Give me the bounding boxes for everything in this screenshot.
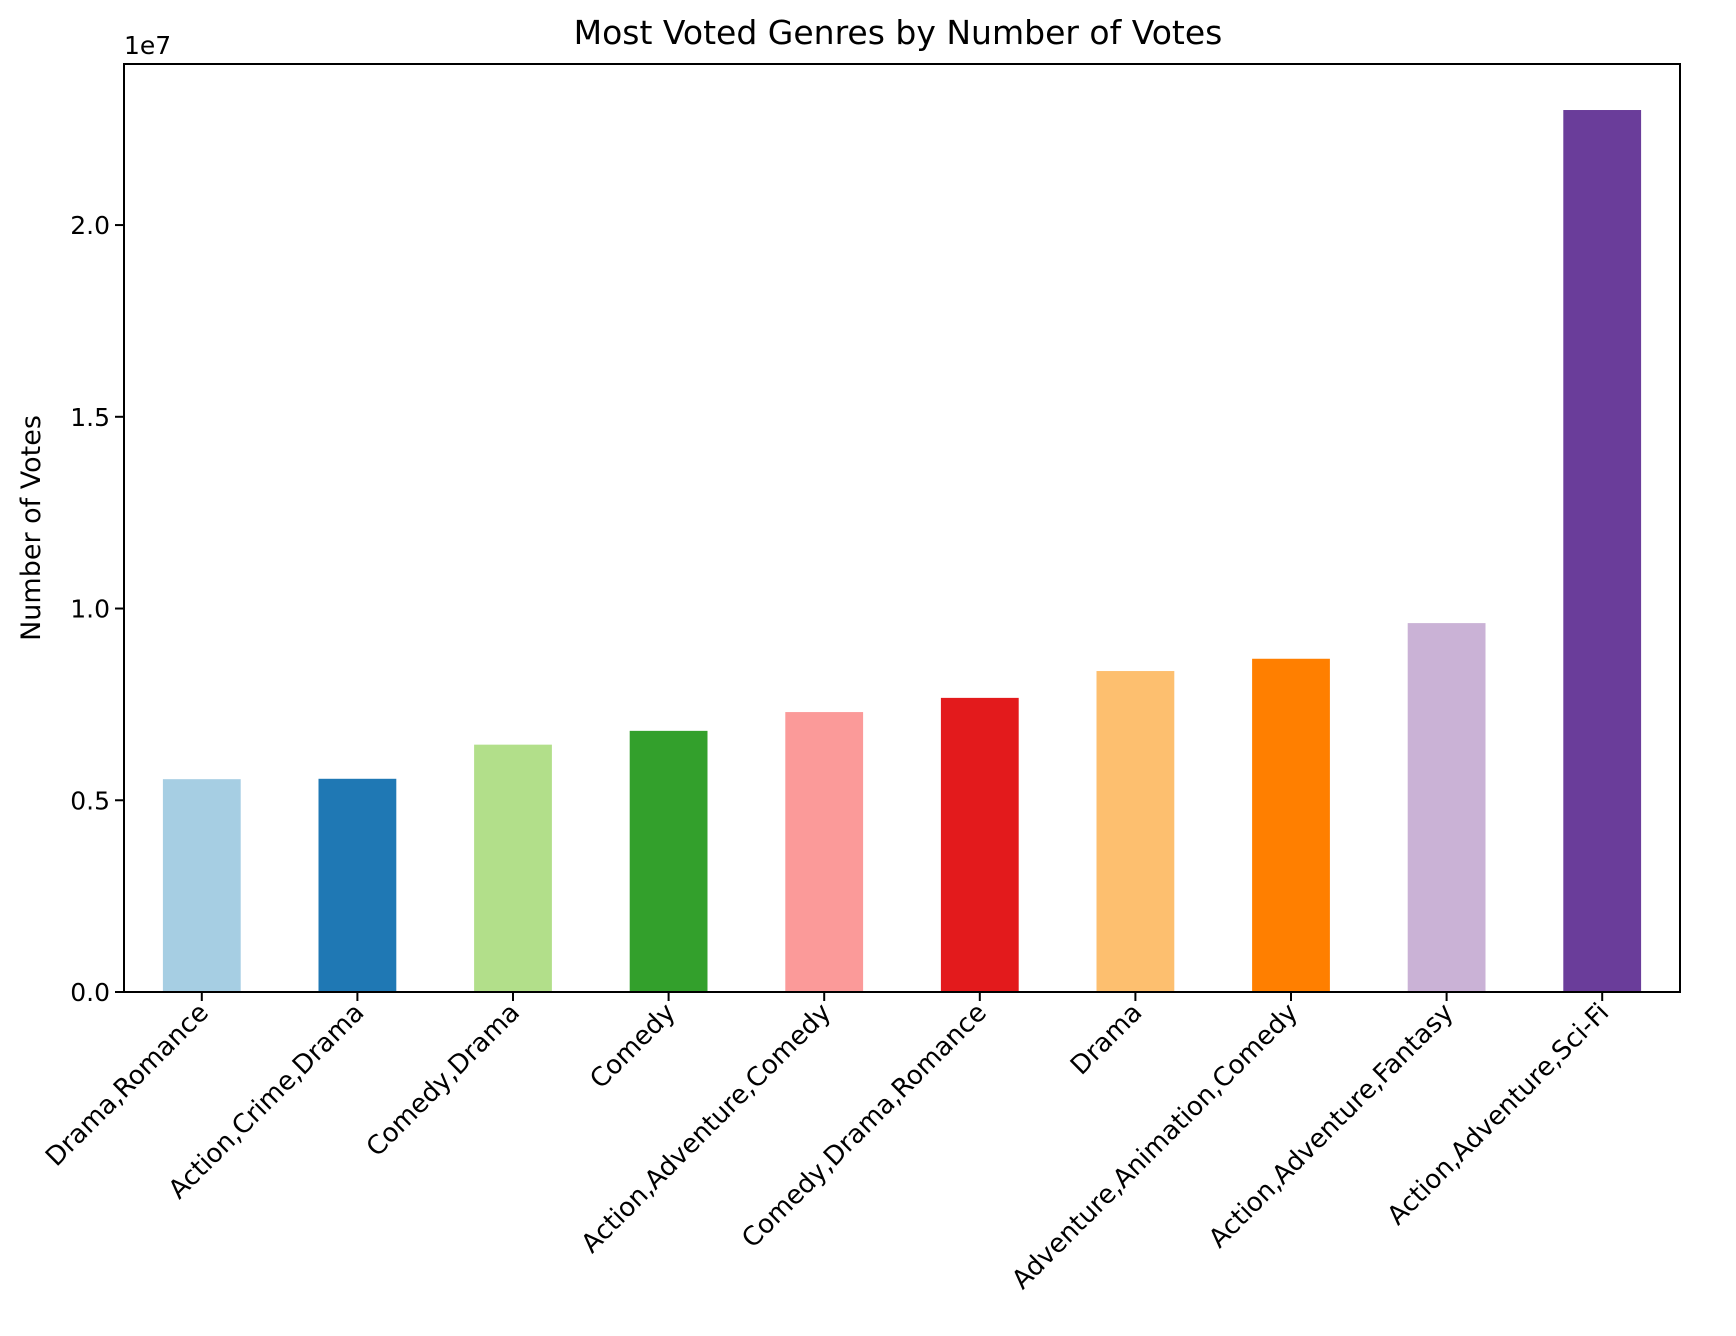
bar — [1252, 658, 1330, 992]
chart-title: Most Voted Genres by Number of Votes — [574, 13, 1223, 52]
bar — [162, 779, 241, 992]
plot-area-frame — [123, 63, 1681, 993]
bar — [474, 744, 552, 992]
y-tick-label: 1.0 — [70, 595, 110, 624]
bar — [1563, 110, 1642, 992]
bars-group — [162, 110, 1642, 992]
y-tick-label: 0.5 — [70, 786, 110, 815]
bar — [1096, 671, 1175, 992]
y-axis-offset-label: 1e7 — [124, 31, 171, 60]
bar — [785, 712, 864, 992]
y-axis-ticks: 0.0 0.5 1.0 1.5 2.0 — [70, 211, 124, 1007]
bar — [1407, 623, 1486, 992]
y-tick-label: 2.0 — [70, 211, 110, 240]
bar — [940, 697, 1019, 992]
y-tick-label: 1.5 — [70, 403, 110, 432]
bar — [629, 730, 708, 992]
y-axis-label: Number of Votes — [16, 415, 47, 641]
bar — [318, 778, 397, 992]
y-tick-label: 0.0 — [70, 978, 110, 1007]
